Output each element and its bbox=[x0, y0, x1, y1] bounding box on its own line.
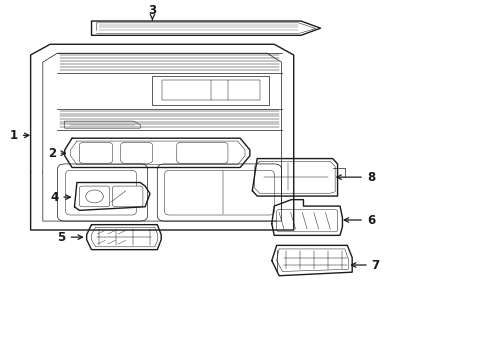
FancyBboxPatch shape bbox=[66, 170, 136, 215]
FancyBboxPatch shape bbox=[165, 170, 274, 215]
Text: 6: 6 bbox=[344, 213, 375, 226]
FancyBboxPatch shape bbox=[157, 164, 282, 221]
FancyBboxPatch shape bbox=[79, 186, 110, 207]
Text: 1: 1 bbox=[10, 129, 29, 142]
Text: 3: 3 bbox=[148, 4, 156, 20]
FancyBboxPatch shape bbox=[79, 143, 113, 163]
Text: 8: 8 bbox=[337, 171, 375, 184]
FancyBboxPatch shape bbox=[177, 143, 228, 163]
FancyBboxPatch shape bbox=[57, 164, 147, 221]
Text: 4: 4 bbox=[50, 191, 70, 204]
FancyBboxPatch shape bbox=[152, 76, 270, 105]
Text: 5: 5 bbox=[57, 231, 82, 244]
FancyBboxPatch shape bbox=[113, 186, 143, 207]
Text: 2: 2 bbox=[48, 147, 66, 160]
FancyBboxPatch shape bbox=[162, 80, 260, 100]
FancyBboxPatch shape bbox=[121, 143, 152, 163]
FancyBboxPatch shape bbox=[277, 210, 338, 232]
Text: 7: 7 bbox=[351, 258, 380, 271]
